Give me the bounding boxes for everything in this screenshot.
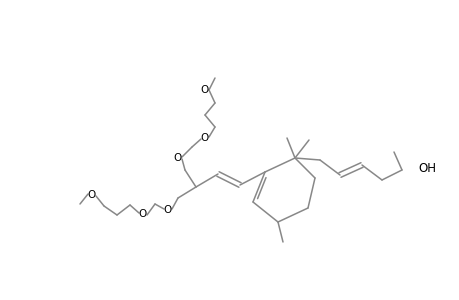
Text: O: O	[201, 133, 209, 143]
Text: O: O	[201, 85, 209, 95]
Text: OH: OH	[417, 161, 435, 175]
Text: O: O	[163, 205, 172, 215]
Text: O: O	[139, 209, 147, 219]
Text: O: O	[88, 190, 96, 200]
Text: O: O	[174, 153, 182, 163]
